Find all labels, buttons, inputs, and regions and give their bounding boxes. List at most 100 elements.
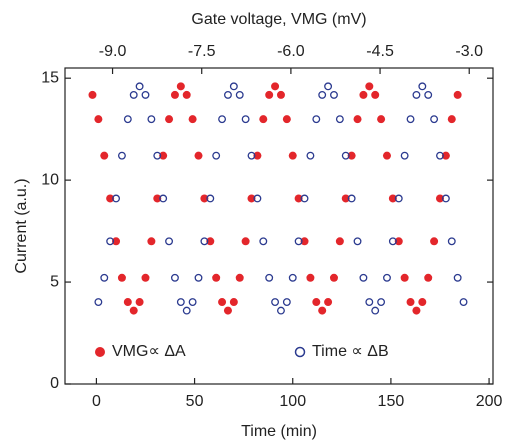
data-point (129, 90, 138, 99)
data-point (141, 90, 150, 99)
data-point (259, 115, 268, 124)
x2-tick-label: -3.0 (455, 43, 483, 60)
data-point (176, 82, 185, 91)
data-point (170, 273, 179, 282)
data-point (441, 151, 450, 160)
data-point (153, 194, 162, 203)
data-point (218, 115, 227, 124)
data-point (288, 151, 297, 160)
data-point (100, 273, 109, 282)
data-point (430, 115, 439, 124)
data-point (341, 151, 350, 160)
data-point (277, 306, 285, 315)
data-point (276, 90, 285, 99)
data-point (347, 151, 356, 160)
data-point (318, 90, 327, 99)
data-point (388, 194, 397, 203)
data-point (88, 90, 97, 99)
data-point (106, 194, 115, 203)
data-point (123, 298, 132, 307)
data-point (188, 298, 197, 306)
data-point (206, 237, 215, 246)
data-point (459, 298, 468, 306)
data-point (159, 194, 168, 203)
data-point (194, 273, 203, 282)
data-point (418, 298, 427, 307)
data-point (224, 90, 232, 99)
data-point (306, 273, 315, 282)
data-point (188, 115, 197, 124)
data-point (259, 237, 268, 246)
plot-frame (64, 67, 494, 385)
data-point (123, 115, 132, 124)
data-point (388, 237, 397, 246)
data-point (441, 194, 450, 203)
data-point (241, 237, 250, 246)
data-point (324, 82, 333, 91)
data-point (247, 194, 256, 203)
data-point (200, 194, 209, 203)
data-point (312, 115, 321, 124)
data-point (147, 237, 156, 246)
x-tick-label: 150 (378, 393, 405, 410)
data-point (312, 298, 321, 307)
data-point (400, 273, 409, 282)
data-point (282, 115, 291, 124)
data-point (306, 151, 315, 160)
data-point (94, 115, 103, 124)
data-point (165, 237, 174, 246)
legend-label: Time ∝ ΔB (312, 343, 389, 360)
data-point (382, 151, 391, 160)
data-point (335, 115, 344, 124)
data-point (182, 306, 191, 315)
data-point (117, 273, 126, 282)
data-point (435, 194, 444, 203)
data-point (412, 90, 421, 99)
data-point (117, 151, 126, 160)
x2-tick-label: -4.5 (366, 43, 394, 60)
data-point (394, 237, 403, 246)
data-point (100, 151, 109, 160)
data-point (330, 90, 338, 99)
x2-axis-label: Gate voltage, VMG (mV) (191, 11, 366, 28)
data-point (106, 237, 115, 246)
x-tick-label: 200 (476, 393, 503, 410)
data-point (129, 306, 138, 315)
data-point (347, 194, 356, 203)
data-point (265, 273, 274, 282)
data-point (176, 298, 185, 306)
data-point (241, 115, 250, 124)
y-axis-label: Current (a.u.) (13, 178, 30, 273)
data-point (135, 298, 144, 307)
data-point (406, 298, 415, 307)
data-point (247, 151, 256, 160)
data-point (271, 82, 280, 91)
data-point (147, 115, 156, 124)
data-point (377, 298, 386, 306)
data-point (447, 115, 456, 124)
data-point (447, 237, 456, 246)
data-point (253, 151, 262, 160)
y-tick-label: 0 (50, 375, 59, 392)
data-point (371, 306, 380, 315)
data-point (212, 273, 221, 282)
data-point (329, 273, 338, 282)
data-point (112, 194, 120, 203)
data-point (371, 90, 380, 99)
data-point (365, 82, 374, 91)
data-point (282, 298, 291, 306)
data-point (141, 273, 150, 282)
data-point (218, 298, 227, 307)
data-point (265, 90, 274, 99)
x2-tick-label: -6.0 (277, 43, 305, 60)
data-point (206, 194, 215, 203)
data-point (341, 194, 350, 203)
x2-tick-label: -9.0 (99, 43, 127, 60)
data-point (436, 151, 444, 160)
data-point (300, 237, 309, 246)
data-point (271, 298, 280, 306)
legend-label: VMG∝ ΔA (112, 343, 186, 360)
x-tick-label: 100 (279, 393, 306, 410)
data-point (394, 194, 403, 203)
data-point (377, 115, 386, 124)
